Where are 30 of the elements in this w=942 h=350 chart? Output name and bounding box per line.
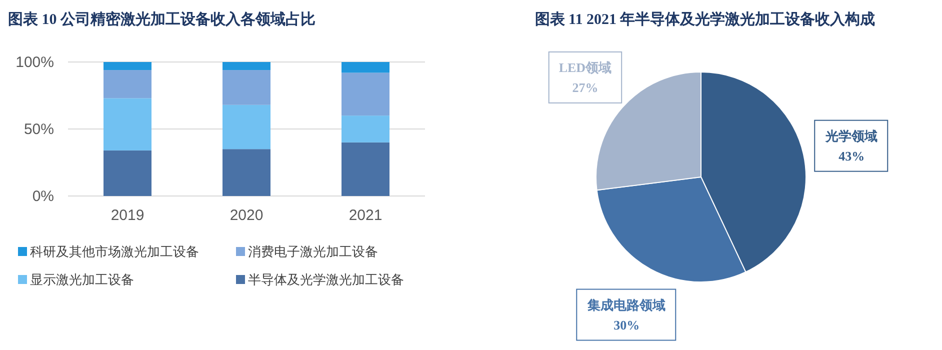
bar — [342, 72, 390, 116]
chart-title: 图表 10 公司精密激光加工设备收入各领域占比 — [8, 10, 316, 28]
legend-label: 科研及其他市场激光加工设备 — [30, 244, 199, 259]
data-label: 43% — [838, 148, 865, 164]
bar — [222, 70, 270, 105]
y-tick-label: 50% — [24, 121, 54, 138]
bar — [222, 104, 270, 150]
x-tick-label: 2021 — [348, 207, 382, 224]
data-label: 27% — [572, 80, 598, 95]
slice-label: 集成电路领域 — [586, 297, 666, 312]
legend-label: 半导体及光学激光加工设备 — [248, 272, 404, 287]
bar — [104, 98, 152, 150]
bar — [222, 62, 270, 70]
data-label: 30% — [614, 317, 640, 332]
bar — [222, 149, 270, 196]
x-tick-label: 2019 — [110, 207, 144, 224]
bar — [342, 116, 390, 142]
slice-label: LED领域 — [558, 60, 612, 75]
bar — [104, 70, 152, 98]
bar — [104, 150, 152, 196]
y-tick-label: 100% — [16, 54, 54, 71]
bar — [342, 142, 390, 196]
bar — [342, 62, 390, 73]
slice-label: 光学领域 — [824, 128, 878, 144]
legend-label: 显示激光加工设备 — [30, 272, 134, 287]
y-tick-label: 0% — [32, 188, 54, 205]
x-tick-label: 2020 — [230, 207, 264, 224]
legend-label: 消费电子激光加工设备 — [248, 244, 378, 259]
bar — [104, 62, 152, 70]
chart-title: 图表 11 2021 年半导体及光学激光加工设备收入构成 — [534, 11, 876, 28]
